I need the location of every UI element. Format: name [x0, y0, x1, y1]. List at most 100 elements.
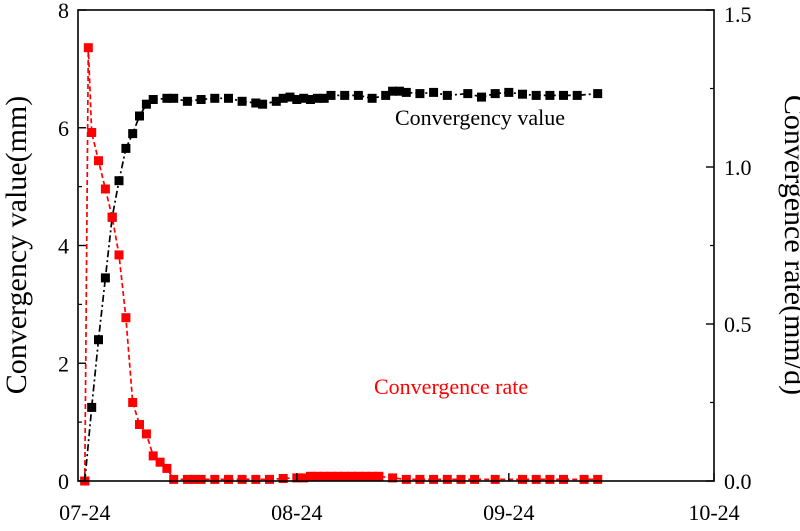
data-point-convergency-value — [169, 93, 179, 103]
data-point-convergency-value — [504, 87, 514, 97]
data-point-convergence-rate — [333, 471, 343, 481]
data-point-convergence-rate — [162, 463, 172, 473]
y-right-tick-label: 1.0 — [724, 155, 752, 180]
series-convergence-rate — [80, 43, 603, 486]
axes: 0 2 4 6 8 0.0 0.5 1.0 1.5 07-24 08-24 09-24 10-24 — [58, 0, 752, 525]
data-point-convergency-value — [210, 93, 220, 103]
data-point-convergency-value — [545, 90, 555, 100]
data-point-convergence-rate — [94, 156, 103, 166]
y-right-axis-title: Convergence rate(mm/d) — [778, 95, 800, 395]
data-point-convergency-value — [271, 96, 281, 106]
data-point-convergency-value — [162, 93, 172, 103]
data-point-convergence-rate — [456, 474, 466, 484]
y-left-tick-label: 0 — [58, 469, 69, 494]
data-point-convergency-value — [477, 92, 486, 102]
data-point-convergence-rate — [237, 474, 247, 484]
data-point-convergency-value — [340, 90, 350, 100]
y-left-axis-title: Convergency value(mm) — [0, 96, 33, 395]
data-point-convergency-value — [292, 95, 302, 104]
data-point-convergency-value — [135, 111, 144, 121]
data-point-convergence-rate — [169, 474, 179, 484]
data-point-convergence-rate — [319, 471, 329, 481]
data-point-convergency-value — [182, 96, 192, 106]
data-point-convergence-rate — [100, 184, 110, 194]
x-tick-label: 07-24 — [59, 500, 110, 525]
data-point-convergency-value — [326, 90, 336, 100]
y-right-tick-label: 0.5 — [724, 312, 752, 337]
data-point-convergence-rate — [531, 474, 541, 484]
y-left-tick-label: 2 — [58, 351, 69, 376]
data-point-convergence-rate — [224, 474, 233, 484]
data-point-convergence-rate — [442, 474, 452, 484]
data-point-convergency-value — [121, 143, 131, 153]
data-point-convergency-value — [114, 176, 124, 186]
plot-content — [80, 43, 603, 486]
data-point-convergence-rate — [518, 474, 527, 484]
data-point-convergency-value — [531, 90, 541, 100]
data-point-convergency-value — [299, 93, 309, 103]
y-left-tick-label: 6 — [58, 116, 69, 141]
data-point-convergence-rate — [299, 473, 309, 483]
data-point-convergence-rate — [401, 474, 411, 484]
x-tick-label: 08-24 — [271, 500, 322, 525]
data-point-convergence-rate — [155, 457, 165, 467]
data-point-convergency-value — [572, 90, 582, 100]
x-tick-label: 10-24 — [688, 500, 739, 525]
data-point-convergence-rate — [265, 474, 274, 484]
data-point-convergency-value — [258, 99, 268, 109]
data-point-convergence-rate — [579, 474, 589, 484]
data-point-convergence-rate — [415, 474, 425, 484]
data-point-convergency-value — [518, 89, 527, 99]
data-point-convergency-value — [224, 93, 233, 103]
data-point-convergency-value — [415, 89, 425, 99]
data-point-convergency-value — [353, 90, 363, 100]
data-point-convergency-value — [394, 86, 404, 96]
data-point-convergence-rate — [306, 471, 315, 481]
x-tick-label: 09-24 — [483, 500, 534, 525]
data-point-convergence-rate — [312, 471, 322, 481]
data-point-convergence-rate — [559, 474, 568, 484]
plot-frame — [77, 9, 715, 482]
data-point-convergency-value — [319, 93, 329, 103]
data-point-convergence-rate — [347, 471, 356, 481]
data-point-convergence-rate — [545, 474, 555, 484]
data-point-convergency-value — [306, 95, 315, 104]
data-point-convergence-rate — [374, 471, 384, 481]
data-point-convergence-rate — [189, 474, 199, 484]
data-point-convergency-value — [237, 96, 247, 106]
data-point-convergence-rate — [114, 250, 124, 260]
data-point-convergence-rate — [182, 474, 192, 484]
data-point-convergence-rate — [278, 474, 288, 483]
data-point-convergency-value — [463, 89, 473, 99]
data-point-convergency-value — [442, 90, 452, 100]
data-point-convergency-value — [490, 89, 500, 99]
data-point-convergency-value — [285, 92, 295, 102]
data-point-convergence-rate — [121, 313, 131, 323]
data-point-convergency-value — [559, 90, 568, 100]
data-point-convergence-rate — [107, 212, 117, 222]
data-point-convergency-value — [141, 99, 151, 109]
y-right-tick-label: 0.0 — [724, 469, 752, 494]
data-point-convergence-rate — [326, 471, 336, 481]
data-point-convergence-rate — [83, 43, 93, 53]
data-point-convergence-rate — [340, 471, 350, 481]
data-point-convergency-value — [196, 95, 206, 104]
data-point-convergence-rate — [353, 471, 363, 481]
data-point-convergency-value — [401, 87, 411, 97]
data-point-convergency-value — [128, 129, 138, 139]
data-point-convergency-value — [388, 86, 398, 96]
data-point-convergence-rate — [141, 429, 151, 439]
data-point-convergence-rate — [87, 128, 97, 137]
data-point-convergency-value — [148, 95, 158, 104]
data-point-convergency-value — [312, 93, 322, 103]
data-point-convergency-value — [87, 402, 97, 412]
series-convergency-value — [80, 86, 603, 486]
data-point-convergency-value — [94, 335, 103, 345]
data-point-convergence-rate — [388, 473, 398, 483]
annotation-convergency-value: Convergency value — [395, 105, 565, 130]
data-point-convergency-value — [593, 89, 603, 99]
data-point-convergence-rate — [251, 474, 261, 484]
data-point-convergence-rate — [210, 474, 220, 484]
data-point-convergency-value — [278, 93, 288, 103]
